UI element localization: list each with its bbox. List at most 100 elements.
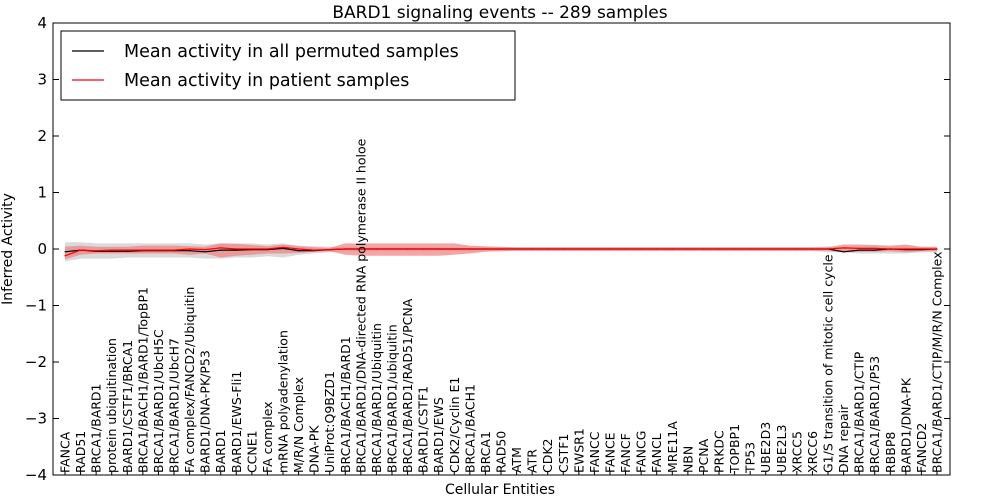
- data-point-patient: [111, 249, 113, 251]
- data-point-patient: [920, 248, 923, 250]
- chart-title: BARD1 signaling events -- 289 samples: [332, 3, 667, 23]
- legend-label-permuted: Mean activity in all permuted samples: [124, 42, 459, 62]
- data-point-patient: [266, 248, 268, 250]
- data-point-patient: [811, 248, 814, 250]
- data-point-patient: [329, 249, 331, 251]
- category-label: protein ubiquitination: [104, 338, 119, 473]
- data-point-permuted: [843, 251, 845, 253]
- data-point-patient: [375, 248, 377, 250]
- data-point-patient: [484, 248, 486, 250]
- category-label: BRCA1/BARD1/UbcH5C: [151, 329, 166, 473]
- category-label: BRCA1/BARD1/Ubiquitin: [369, 323, 384, 473]
- category-label: BRCA1/BARD1/CTIP/M/R/N Complex: [930, 251, 945, 473]
- category-label: BRCA1/BARD1/DNA-directed RNA polymerase …: [353, 138, 368, 473]
- category-label: PRKDC: [712, 430, 727, 473]
- data-point-patient: [640, 248, 642, 250]
- data-point-patient: [858, 247, 860, 249]
- category-label: CSTF1: [556, 434, 571, 473]
- category-label: BARD1/EWS-Fli1: [229, 371, 244, 473]
- y-tick-label: 4: [37, 14, 47, 32]
- category-label: BARD1/DNA-PK: [898, 377, 913, 473]
- data-point-patient: [220, 247, 222, 249]
- category-label: DNA-PK: [307, 425, 322, 473]
- data-point-patient: [438, 248, 440, 250]
- category-label: UBE2D3: [758, 422, 773, 473]
- category-label: BRCA1/BACH1/BARD1: [338, 336, 353, 473]
- category-label: DNA repair: [836, 404, 851, 473]
- data-point-permuted: [858, 249, 860, 251]
- data-point-patient: [593, 248, 596, 250]
- category-label: ATR: [525, 449, 540, 473]
- data-point-patient: [157, 249, 159, 251]
- y-tick-label: −4: [25, 466, 47, 484]
- category-label: BRCA1/BARD1: [89, 383, 104, 472]
- data-point-patient: [126, 249, 128, 251]
- category-label: TOPBP1: [727, 424, 742, 474]
- data-point-patient: [905, 248, 907, 250]
- category-label: FANCL: [649, 433, 664, 473]
- category-label: BRCA1/BACH1: [462, 384, 477, 473]
- category-label: BARD1/CSTF1/BRCA1: [120, 340, 135, 473]
- data-point-patient: [64, 255, 66, 257]
- category-label: UniProt:Q9BZD1: [322, 371, 337, 473]
- data-point-patient: [422, 248, 424, 250]
- data-point-patient: [469, 248, 471, 250]
- data-point-patient: [407, 248, 409, 250]
- category-label: BARD1/DNA-PK/P53: [198, 350, 213, 473]
- data-point-permuted: [204, 251, 206, 253]
- data-point-patient: [173, 249, 175, 251]
- category-label: FANCE: [603, 432, 618, 473]
- data-point-permuted: [874, 249, 876, 251]
- data-point-patient: [453, 248, 455, 250]
- data-point-patient: [874, 247, 876, 249]
- category-label: FANCG: [634, 431, 649, 473]
- category-label: BARD1: [213, 430, 228, 473]
- y-axis-label: Inferred Activity: [0, 193, 16, 305]
- data-point-permuted: [282, 247, 284, 249]
- data-point-patient: [656, 248, 658, 250]
- data-point-patient: [936, 248, 938, 250]
- data-point-patient: [625, 248, 627, 250]
- data-point-patient: [298, 248, 300, 250]
- category-label: XRCC6: [805, 431, 820, 473]
- data-point-patient: [780, 248, 782, 250]
- data-point-patient: [702, 248, 705, 250]
- data-point-patient: [796, 248, 798, 250]
- category-label: BRCA1: [478, 431, 493, 473]
- y-tick-label: −2: [25, 353, 47, 371]
- data-point-patient: [344, 248, 346, 250]
- data-point-patient: [671, 248, 673, 250]
- data-point-patient: [282, 246, 284, 248]
- data-point-patient: [360, 248, 362, 250]
- data-point-patient: [95, 250, 97, 252]
- category-label: UBE2L3: [774, 425, 789, 474]
- y-tick-label: 3: [37, 71, 47, 89]
- data-point-patient: [889, 248, 891, 250]
- data-point-patient: [609, 248, 611, 250]
- data-point-patient: [391, 248, 393, 250]
- y-tick-label: −3: [25, 410, 47, 428]
- category-label: CDK2: [540, 438, 555, 473]
- category-label: FA complex/FANCD2/Ubiquitin: [182, 287, 197, 473]
- data-point-patient: [313, 249, 315, 251]
- category-label: FANCD2: [914, 423, 929, 473]
- category-label: RAD51: [73, 431, 88, 473]
- category-label: EWSR1: [571, 428, 586, 473]
- category-label: BARD1/EWS: [431, 397, 446, 473]
- category-label: BRCA1/BARD1/CTIP: [852, 351, 867, 473]
- category-label: CCNE1: [244, 430, 259, 473]
- data-point-permuted: [220, 249, 222, 251]
- data-point-patient: [843, 247, 845, 249]
- y-tick-label: 2: [37, 127, 47, 145]
- category-label: TP53: [743, 442, 758, 474]
- y-tick-label: 0: [37, 240, 47, 258]
- category-label: FANCC: [587, 431, 602, 473]
- category-label: MRE11A: [665, 421, 680, 473]
- category-label: NBN: [680, 446, 695, 473]
- data-point-patient: [516, 248, 518, 250]
- data-point-patient: [531, 248, 533, 250]
- data-point-patient: [500, 248, 502, 250]
- category-label: FANCA: [58, 431, 73, 473]
- category-label: CDK2/Cyclin E1: [447, 377, 462, 473]
